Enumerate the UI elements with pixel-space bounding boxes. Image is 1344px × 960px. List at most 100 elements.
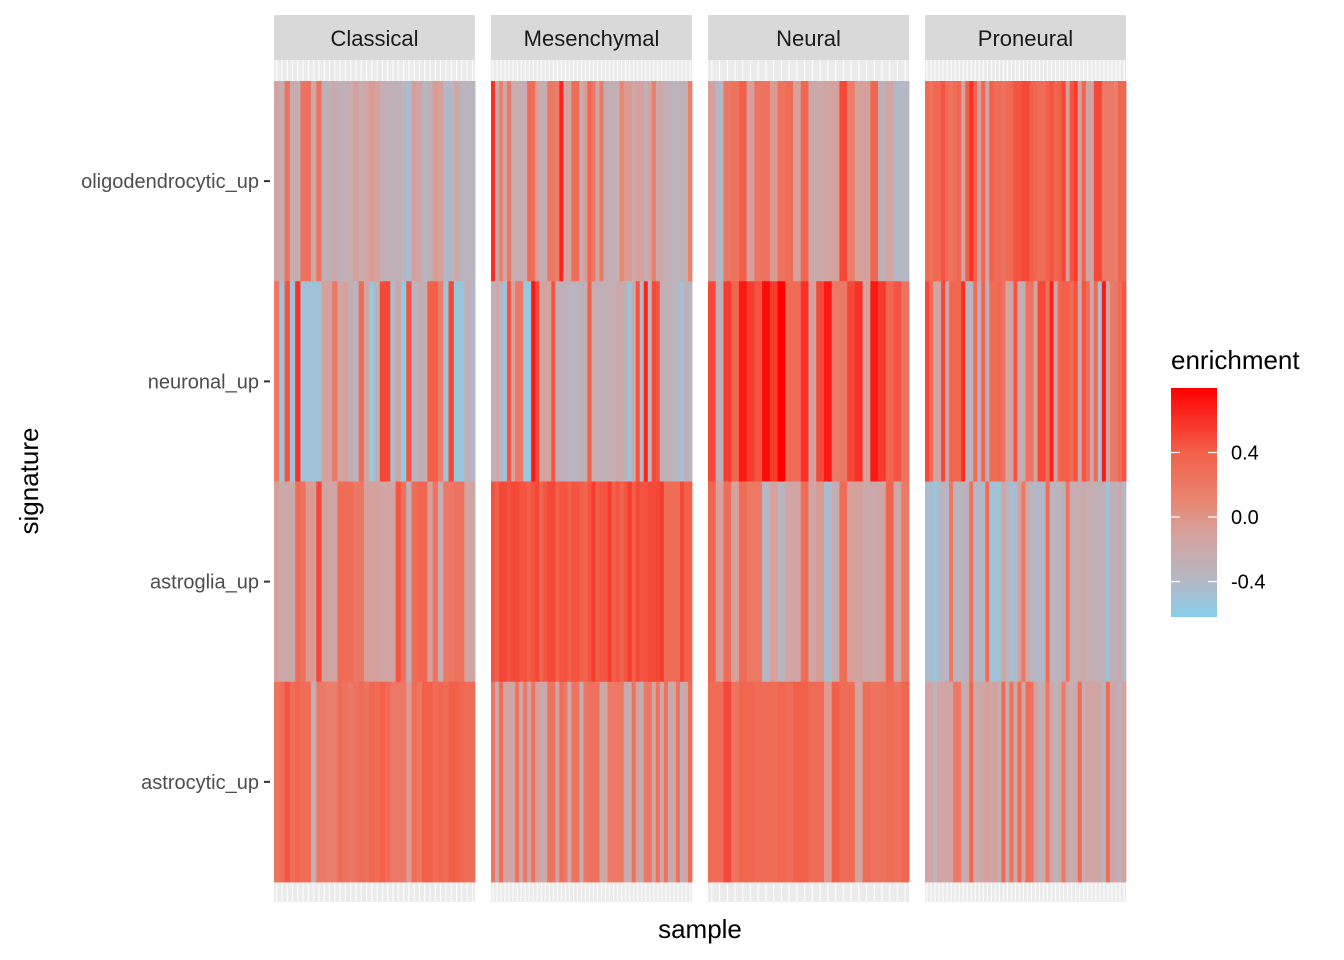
heatmap-cell-neural-oligodendrocytic-up-15 (816, 81, 825, 282)
heatmap-cell-mesenchymal-oligodendrocytic-up-23 (579, 81, 584, 282)
heatmap-cell-neural-astrocytic-up-25 (893, 681, 902, 883)
heatmap-cell-mesenchymal-oligodendrocytic-up-39 (643, 81, 649, 282)
heatmap-cell-mesenchymal-astroglia-up-14 (543, 481, 548, 683)
heatmap-cell-proneural-neuronal-up-1 (925, 281, 930, 482)
heatmap-cell-mesenchymal-astroglia-up-46 (671, 481, 677, 683)
heatmap-cell-classical-oligodendrocytic-up-17 (358, 81, 365, 282)
heatmap-cell-proneural-astrocytic-up-26 (1025, 681, 1030, 883)
heatmap-cell-proneural-astroglia-up-32 (1049, 481, 1055, 683)
heatmap-cell-classical-astroglia-up-20 (374, 481, 381, 683)
heatmap-cell-mesenchymal-astrocytic-up-12 (535, 681, 540, 883)
y-axis: oligodendrocytic_up neuronal_up astroglia_… (81, 171, 270, 794)
heatmap-cell-proneural-astrocytic-up-28 (1033, 681, 1038, 883)
heatmap-cell-classical-oligodendrocytic-up-38 (469, 81, 476, 282)
heatmap-cell-mesenchymal-oligodendrocytic-up-44 (663, 81, 669, 282)
heatmap-cell-neural-oligodendrocytic-up-23 (878, 81, 887, 282)
heatmap-cell-proneural-astroglia-up-3 (933, 481, 938, 683)
heatmap-cell-mesenchymal-oligodendrocytic-up-4 (503, 81, 508, 282)
heatmap-cell-mesenchymal-astrocytic-up-34 (623, 681, 629, 883)
heatmap-cell-classical-neuronal-up-10 (321, 281, 328, 482)
heatmap-cell-classical-neuronal-up-26 (406, 281, 412, 482)
heatmap-cell-proneural-astroglia-up-29 (1037, 481, 1042, 683)
heatmap-cell-mesenchymal-oligodendrocytic-up-31 (611, 81, 617, 282)
heatmap-cell-classical-astrocytic-up-8 (311, 681, 317, 883)
heatmap-cell-proneural-oligodendrocytic-up-12 (969, 81, 974, 282)
heatmap-cell-proneural-astrocytic-up-22 (1009, 681, 1014, 883)
heatmap-cell-proneural-astroglia-up-36 (1065, 481, 1071, 683)
heatmap-cell-proneural-astroglia-up-5 (941, 481, 946, 683)
heatmap-cell-neural-astrocytic-up-26 (901, 681, 910, 883)
heatmap-cell-classical-astroglia-up-18 (363, 481, 370, 683)
heatmap-cell-classical-neuronal-up-22 (385, 281, 391, 482)
heatmap-cell-proneural-astroglia-up-35 (1061, 481, 1067, 683)
heatmap-cell-mesenchymal-astrocytic-up-33 (619, 681, 625, 883)
heatmap-cell-neural-oligodendrocytic-up-11 (785, 81, 794, 282)
heatmap-cell-mesenchymal-astrocytic-up-1 (491, 681, 496, 883)
heatmap-cell-classical-astroglia-up-8 (311, 481, 317, 683)
heatmap-cell-proneural-astrocytic-up-46 (1105, 681, 1111, 883)
heatmap-cell-mesenchymal-astroglia-up-47 (675, 481, 681, 683)
heatmap-cell-classical-astrocytic-up-3 (284, 681, 291, 883)
heatmap-cell-proneural-astrocytic-up-10 (961, 681, 966, 883)
heatmap-cell-neural-oligodendrocytic-up-10 (777, 81, 786, 282)
heatmap-cell-neural-astroglia-up-6 (746, 481, 755, 683)
heatmap-cell-proneural-astrocytic-up-38 (1073, 681, 1079, 883)
legend-tick-label: 0.4 (1231, 443, 1259, 465)
heatmap-cell-proneural-neuronal-up-33 (1053, 281, 1059, 482)
heatmap-cell-mesenchymal-neuronal-up-45 (667, 281, 673, 482)
heatmap-cell-mesenchymal-astroglia-up-20 (567, 481, 572, 683)
heatmap-cell-classical-neuronal-up-35 (453, 281, 460, 482)
heatmap-cell-proneural-neuronal-up-28 (1033, 281, 1038, 482)
heatmap-cell-classical-astroglia-up-28 (416, 481, 423, 683)
heatmap-cell-mesenchymal-oligodendrocytic-up-26 (591, 81, 596, 282)
heatmap-cell-mesenchymal-neuronal-up-13 (539, 281, 544, 482)
heatmap-cell-classical-neuronal-up-9 (316, 281, 323, 482)
heatmap-cell-proneural-astroglia-up-10 (961, 481, 966, 683)
heatmap-cell-proneural-astrocytic-up-11 (965, 681, 970, 883)
heatmap-cell-classical-neuronal-up-19 (369, 281, 375, 482)
heatmap-cell-proneural-neuronal-up-23 (1013, 281, 1018, 482)
heatmap-cell-neural-astroglia-up-12 (793, 481, 802, 683)
heatmap-cell-proneural-neuronal-up-29 (1037, 281, 1042, 482)
heatmap-cell-mesenchymal-neuronal-up-37 (635, 281, 641, 482)
heatmap-cell-mesenchymal-astroglia-up-5 (507, 481, 512, 683)
heatmap-cell-proneural-astroglia-up-45 (1101, 481, 1107, 683)
heatmap-cell-proneural-oligodendrocytic-up-35 (1061, 81, 1067, 282)
heatmap-cell-neural-neuronal-up-3 (723, 281, 732, 482)
heatmap-cell-classical-astroglia-up-10 (321, 481, 328, 683)
heatmap-cell-neural-astrocytic-up-2 (715, 681, 724, 883)
heatmap-cell-proneural-neuronal-up-35 (1061, 281, 1067, 482)
heatmap-cell-proneural-astrocytic-up-24 (1017, 681, 1022, 883)
heatmap-cell-mesenchymal-astroglia-up-33 (619, 481, 625, 683)
heatmap-cell-classical-astrocytic-up-17 (358, 681, 365, 883)
heatmap-cell-proneural-astroglia-up-2 (929, 481, 934, 683)
heatmap-cell-classical-astrocytic-up-4 (289, 681, 296, 883)
heatmap-cell-classical-astroglia-up-27 (411, 481, 418, 683)
heatmap-cell-neural-astrocytic-up-20 (854, 681, 864, 883)
heatmap-cell-proneural-oligodendrocytic-up-15 (981, 81, 986, 282)
heatmap-cell-classical-oligodendrocytic-up-34 (448, 81, 455, 282)
heatmap-cell-proneural-astroglia-up-16 (985, 481, 990, 683)
heatmap-cell-classical-oligodendrocytic-up-1 (274, 81, 280, 282)
heatmap-cell-mesenchymal-oligodendrocytic-up-11 (531, 81, 536, 282)
heatmap-cell-proneural-astroglia-up-12 (969, 481, 974, 683)
heatmap-cell-classical-neuronal-up-30 (427, 281, 434, 482)
heatmap-cell-classical-astrocytic-up-25 (400, 681, 407, 883)
heatmap-cell-classical-oligodendrocytic-up-16 (353, 81, 360, 282)
heatmap-cell-mesenchymal-astrocytic-up-48 (679, 681, 685, 883)
heatmap-cell-neural-astrocytic-up-11 (785, 681, 794, 883)
heatmap-cell-proneural-neuronal-up-40 (1081, 281, 1087, 482)
heatmap-cell-mesenchymal-astrocytic-up-39 (643, 681, 649, 883)
heatmap-cell-mesenchymal-astroglia-up-12 (535, 481, 540, 683)
heatmap-cell-proneural-astroglia-up-1 (925, 481, 930, 683)
heatmap-cell-neural-neuronal-up-17 (831, 281, 840, 482)
heatmap-cell-mesenchymal-astroglia-up-49 (683, 481, 689, 683)
heatmap-cell-mesenchymal-neuronal-up-29 (603, 281, 608, 482)
heatmap-cell-mesenchymal-neuronal-up-40 (647, 281, 653, 482)
heatmap-cell-mesenchymal-astrocytic-up-20 (567, 681, 572, 883)
facet-panels: Classical Mesenchymal Neural Proneural (274, 15, 1127, 902)
heatmap-cell-proneural-astroglia-up-28 (1033, 481, 1038, 683)
heatmap-cell-classical-astroglia-up-4 (289, 481, 296, 683)
heatmap-cell-classical-astroglia-up-24 (395, 481, 402, 683)
heatmap-cell-classical-neuronal-up-2 (279, 281, 285, 482)
